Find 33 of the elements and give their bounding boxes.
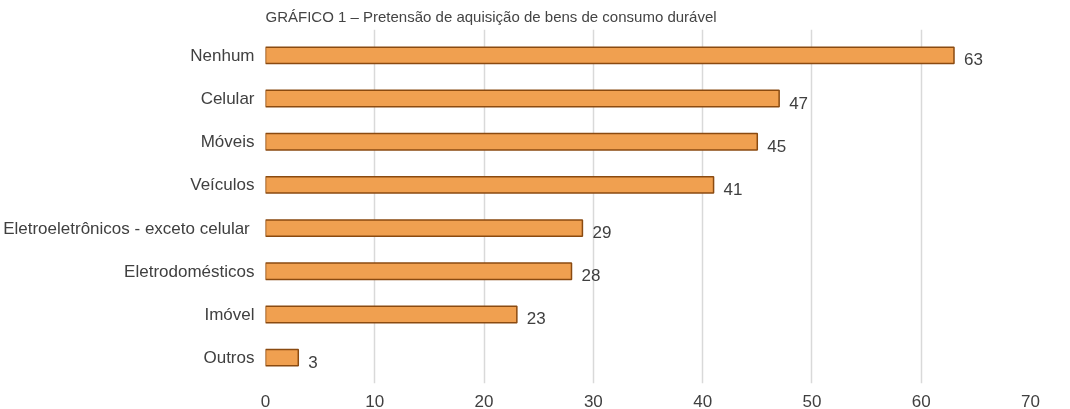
y-tick-label: Outros	[203, 348, 255, 368]
x-tick-label: 40	[693, 391, 713, 409]
bar	[265, 348, 300, 367]
bar	[265, 175, 715, 194]
data-label: 28	[581, 266, 601, 286]
data-label: 29	[592, 223, 612, 243]
bar	[265, 219, 584, 238]
bar	[265, 305, 518, 324]
y-tick-label: Nenhum	[190, 45, 255, 65]
data-label: 41	[723, 179, 743, 199]
data-label: 3	[308, 352, 318, 372]
bar	[265, 132, 759, 151]
x-tick-label: 70	[1021, 391, 1040, 409]
x-tick-label: 10	[365, 391, 385, 409]
x-tick-label: 50	[802, 391, 822, 409]
y-tick-label: Veículos	[190, 175, 255, 195]
data-label: 63	[964, 50, 983, 70]
data-label: 47	[789, 93, 809, 113]
chart-title: GRÁFICO 1 – Pretensão de aquisição de bens de consumo durável	[265, 7, 717, 25]
y-tick-label: Eletroeletrônicos - exceto celular	[3, 218, 251, 238]
bar	[265, 89, 780, 108]
data-label: 45	[767, 136, 787, 156]
bar	[265, 46, 955, 65]
x-tick-label: 20	[474, 391, 494, 409]
y-tick-label: Móveis	[200, 132, 255, 152]
x-tick-label: 0	[260, 391, 271, 409]
x-tick-label: 30	[583, 391, 603, 409]
y-tick-label: Eletrodomésticos	[124, 261, 255, 281]
x-tick-label: 60	[911, 391, 931, 409]
bar	[265, 262, 573, 281]
y-tick-label: Imóvel	[204, 304, 255, 324]
y-tick-label: Celular	[200, 89, 255, 109]
data-label: 23	[526, 309, 546, 329]
